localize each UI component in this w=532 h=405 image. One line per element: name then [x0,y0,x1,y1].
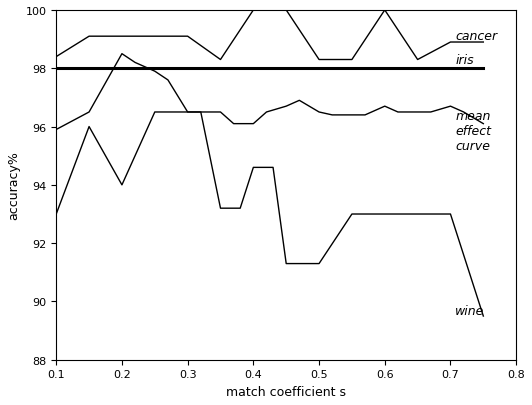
Text: mean
effect
curve: mean effect curve [455,110,491,153]
Text: cancer: cancer [455,30,497,43]
X-axis label: match coefficient s: match coefficient s [226,385,346,398]
Text: wine: wine [455,305,485,318]
Y-axis label: accuracy%: accuracy% [7,151,20,220]
Text: iris: iris [455,54,473,67]
